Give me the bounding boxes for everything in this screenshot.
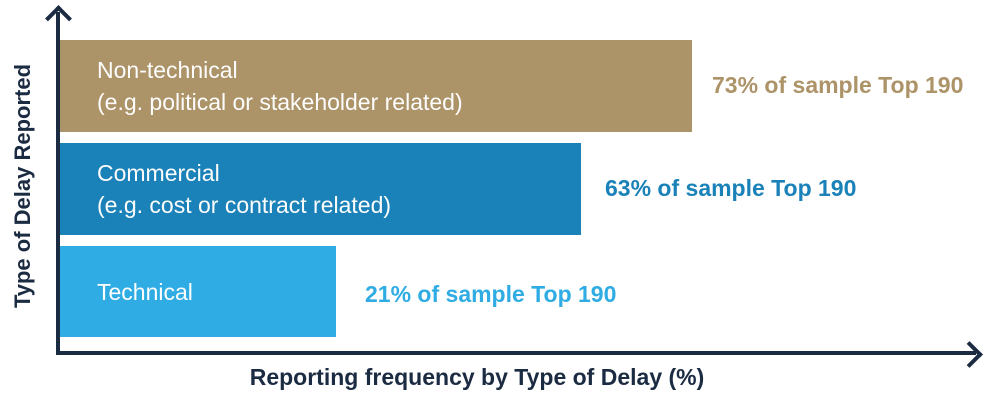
x-axis-title: Reporting frequency by Type of Delay (%): [249, 364, 705, 390]
bar-annotation-commercial: 63% of sample Top 190: [605, 175, 857, 201]
bar-label: Technical: [97, 278, 193, 305]
bar-commercial: Commercial (e.g. cost or contract relate…: [60, 143, 581, 235]
bar-label-detail: (e.g. cost or contract related): [97, 192, 392, 218]
bar-label-detail: (e.g. political or stakeholder related): [97, 89, 463, 115]
arrow-up-icon: [45, 5, 72, 32]
x-axis-line: [56, 351, 976, 355]
bar-label: Non-technical: [97, 57, 238, 83]
y-axis-line: [56, 12, 60, 355]
bar-technical: Technical: [60, 246, 336, 337]
bar-annotation-technical: 21% of sample Top 190: [365, 281, 617, 307]
bar-non-technical: Non-technical (e.g. political or stakeho…: [60, 40, 692, 132]
arrow-right-icon: [956, 341, 983, 368]
bar-annotation-non-technical: 73% of sample Top 190: [712, 72, 964, 98]
y-axis-title: Type of Delay Reported: [10, 63, 35, 309]
bar-label: Commercial: [97, 160, 220, 186]
